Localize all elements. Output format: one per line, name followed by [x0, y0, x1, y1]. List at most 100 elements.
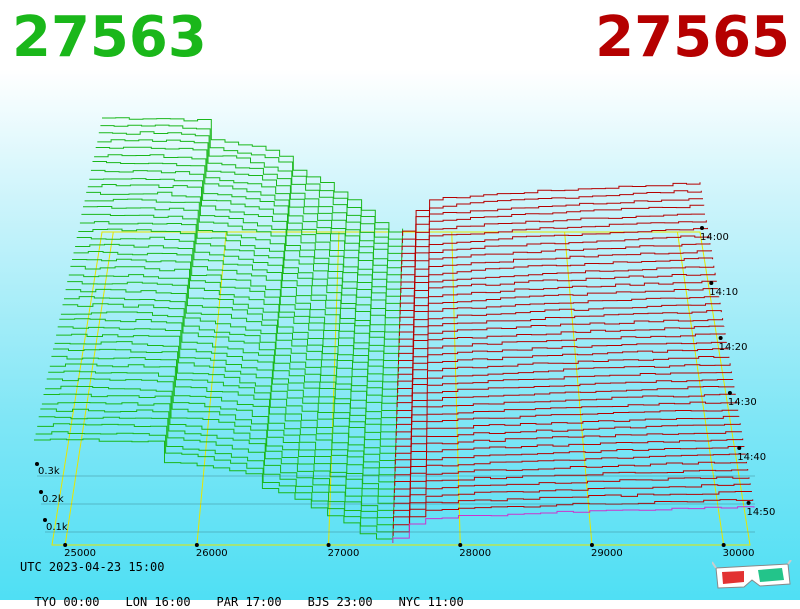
time-tick-marker	[718, 336, 723, 340]
ask-depth-line	[402, 182, 701, 236]
ask-depth-line	[401, 198, 703, 251]
ask-depth-line	[396, 386, 735, 429]
ask-depth-line	[396, 379, 734, 422]
ask-depth-line	[392, 491, 752, 529]
bid-depth-line	[92, 161, 402, 279]
ask-depth-line	[398, 296, 720, 344]
time-tick-label: 14:40	[737, 452, 766, 463]
bid-depth-line	[53, 348, 397, 458]
ask-depth-line	[399, 280, 717, 329]
bid-depth-line	[76, 236, 400, 351]
volume-tick-marker	[43, 518, 47, 522]
volume-tick-label: 0.1k	[46, 522, 68, 533]
bid-depth-line	[100, 124, 403, 244]
ask-depth-line	[401, 190, 702, 244]
bid-depth-line	[87, 184, 401, 301]
clock-lon: LON 16:00	[125, 595, 191, 609]
bid-depth-line	[84, 198, 401, 315]
bid-depth-line	[60, 311, 398, 422]
ask-depth-line	[400, 220, 707, 272]
time-tick-marker	[746, 501, 751, 505]
ask-depth-line	[396, 356, 730, 401]
price-grid-line	[676, 231, 725, 546]
ask-depth-line	[395, 409, 739, 451]
bid-depth-line	[51, 355, 396, 465]
time-tick-marker	[700, 226, 704, 230]
bid-depth-line	[94, 154, 402, 272]
bid-depth-line	[81, 213, 401, 329]
bid-depth-line	[49, 363, 396, 472]
time-tick-label: 14:10	[709, 287, 738, 298]
ask-depth-line	[398, 318, 724, 365]
ask-depth-line	[397, 325, 725, 372]
price-tick-label: 25000	[64, 548, 96, 559]
clock-par: PAR 17:00	[216, 595, 282, 609]
time-tick-marker	[737, 446, 742, 450]
price-grid-line	[196, 231, 227, 546]
floor-outline	[51, 231, 751, 546]
ask-depth-line	[393, 453, 746, 493]
price-tick-marker	[194, 543, 199, 547]
ask-depth-line	[398, 302, 721, 351]
ask-depth-line	[395, 393, 736, 436]
price-tick-marker	[326, 543, 331, 547]
bid-depth-line	[64, 296, 398, 408]
price-tick-marker	[63, 543, 68, 547]
ask-depth-line	[396, 363, 731, 408]
ask-depth-line	[393, 483, 751, 522]
3d-glasses-icon[interactable]	[712, 560, 792, 594]
ask-depth-line	[398, 310, 722, 358]
bid-depth-line	[86, 191, 401, 308]
volume-tick-marker	[35, 462, 39, 466]
bid-depth-line	[54, 341, 397, 451]
bid-depth-line	[45, 385, 395, 493]
bid-depth-line	[40, 408, 395, 515]
bid-depth-line	[57, 326, 397, 436]
time-tick-label: 14:30	[728, 397, 757, 408]
bid-depth-line	[35, 431, 394, 536]
bid-depth-line	[97, 139, 403, 258]
bid-depth-line	[102, 117, 404, 236]
bid-depth-line	[83, 206, 401, 322]
price-tick-marker	[458, 543, 463, 547]
bid-depth-line	[34, 438, 394, 543]
bid-depth-line	[73, 251, 399, 365]
ask-depth-line	[399, 272, 716, 322]
ask-depth-line	[393, 461, 747, 501]
ask-depth-line	[397, 348, 729, 394]
bid-depth-line	[68, 274, 399, 386]
bid-depth-line	[78, 228, 400, 344]
world-clocks: TYO 00:00 LON 16:00 PAR 17:00 BJS 23:00 NYC …	[20, 581, 490, 609]
ask-depth-line	[400, 235, 710, 286]
bid-depth-line	[41, 402, 395, 508]
price-grid-line	[451, 231, 461, 546]
time-tick-label: 14:50	[747, 507, 776, 518]
ask-depth-line	[393, 476, 750, 515]
price-tick-marker	[589, 543, 594, 547]
ask-depth-line	[392, 506, 755, 543]
bid-depth-line	[90, 169, 402, 286]
price-tick-label: 30000	[723, 548, 755, 559]
price-tick-label: 28000	[459, 548, 491, 559]
volume-tick-marker	[39, 490, 43, 494]
ask-price: 27565	[595, 5, 790, 70]
bid-depth-line	[95, 146, 403, 265]
time-tick-label: 14:00	[700, 232, 729, 243]
clock-bjs: BJS 23:00	[307, 595, 373, 609]
ask-depth-line	[400, 243, 711, 294]
bid-depth-line	[65, 288, 398, 401]
utc-time: UTC 2023-04-23 15:00	[20, 560, 165, 574]
ask-depth-line	[394, 423, 741, 465]
bid-depth-line	[70, 265, 399, 379]
volume-tick-label: 0.2k	[42, 494, 64, 505]
bid-depth-line	[72, 258, 399, 372]
price-tick-marker	[721, 543, 726, 547]
price-tick-label: 26000	[196, 548, 228, 559]
ask-depth-line	[396, 371, 732, 415]
volume-tick-label: 0.3k	[38, 466, 60, 477]
bid-price: 27563	[12, 5, 207, 70]
ask-depth-line	[394, 438, 744, 479]
bid-depth-line	[62, 303, 398, 415]
bid-depth-line	[67, 281, 399, 394]
